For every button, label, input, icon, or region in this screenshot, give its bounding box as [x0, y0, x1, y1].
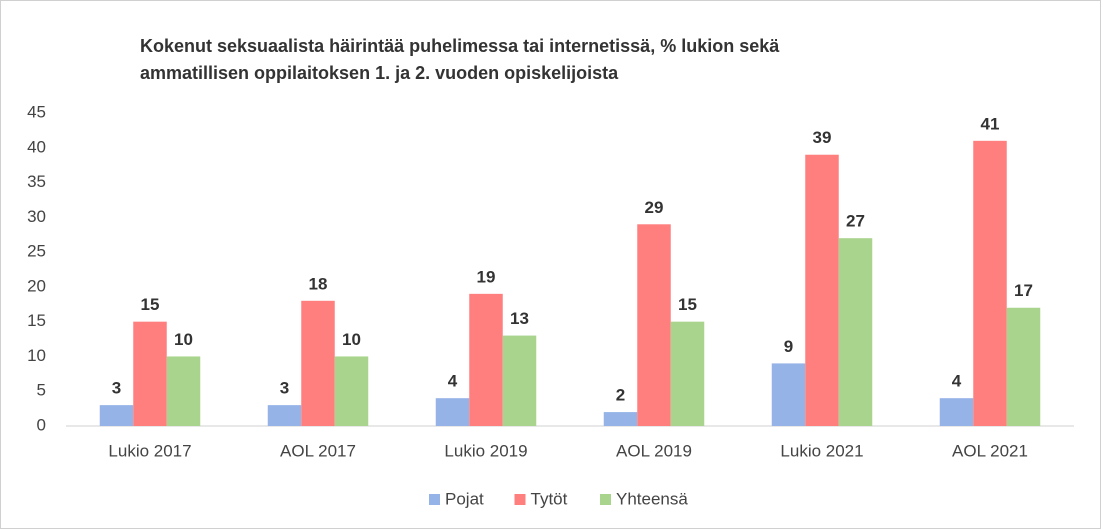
value-label: 9: [784, 337, 793, 356]
chart-title: ammatillisen oppilaitoksen 1. ja 2. vuod…: [140, 63, 619, 83]
bar: [99, 405, 134, 426]
bar: [637, 224, 671, 426]
y-tick-label: 40: [27, 137, 46, 156]
legend-label: Pojat: [445, 489, 484, 508]
value-label: 17: [1014, 281, 1033, 300]
y-tick-label: 15: [27, 311, 46, 330]
bar: [670, 321, 705, 426]
bar: [771, 363, 806, 426]
value-label: 3: [280, 379, 289, 398]
value-label: 19: [477, 267, 496, 286]
value-label: 2: [616, 386, 625, 405]
value-label: 4: [952, 372, 962, 391]
x-tick-label: Lukio 2017: [108, 441, 191, 460]
x-tick-label: AOL 2019: [616, 441, 692, 460]
value-label: 41: [981, 114, 1000, 133]
y-tick-label: 30: [27, 207, 46, 226]
value-label: 29: [645, 198, 664, 217]
legend-swatch: [514, 494, 526, 505]
legend-label: Tytöt: [531, 489, 568, 508]
y-tick-label: 35: [27, 172, 46, 191]
bar: [435, 398, 470, 426]
bar: [334, 356, 369, 426]
value-label: 39: [813, 128, 832, 147]
bar: [603, 412, 638, 426]
x-tick-label: Lukio 2021: [780, 441, 863, 460]
value-label: 18: [309, 274, 328, 293]
value-label: 10: [342, 330, 361, 349]
x-tick-label: AOL 2021: [952, 441, 1028, 460]
bar: [301, 300, 335, 426]
x-tick-label: Lukio 2019: [444, 441, 527, 460]
legend-swatch: [600, 494, 611, 505]
value-label: 3: [112, 379, 121, 398]
bar: [166, 356, 201, 426]
bar: [469, 293, 503, 426]
y-tick-label: 5: [37, 381, 46, 400]
y-tick-label: 45: [27, 102, 46, 121]
value-label: 15: [678, 295, 697, 314]
y-tick-label: 0: [37, 415, 46, 434]
y-tick-label: 10: [27, 346, 46, 365]
value-label: 13: [510, 309, 529, 328]
legend-label: Yhteensä: [616, 489, 688, 508]
bar: [805, 154, 839, 426]
chart-title: Kokenut seksuaalista häirintää puhelimes…: [140, 36, 780, 56]
y-tick-label: 20: [27, 276, 46, 295]
value-label: 15: [141, 295, 160, 314]
value-label: 4: [448, 372, 458, 391]
bar: [502, 335, 537, 426]
value-label: 10: [174, 330, 193, 349]
bar: [939, 398, 974, 426]
bar: [133, 321, 167, 426]
y-tick-label: 25: [27, 242, 46, 261]
bar: [838, 238, 873, 426]
bar: [973, 140, 1007, 427]
x-tick-label: AOL 2017: [280, 441, 356, 460]
value-label: 27: [846, 212, 865, 231]
bar: [267, 405, 302, 426]
bar: [1006, 307, 1041, 426]
legend-swatch: [429, 494, 440, 505]
